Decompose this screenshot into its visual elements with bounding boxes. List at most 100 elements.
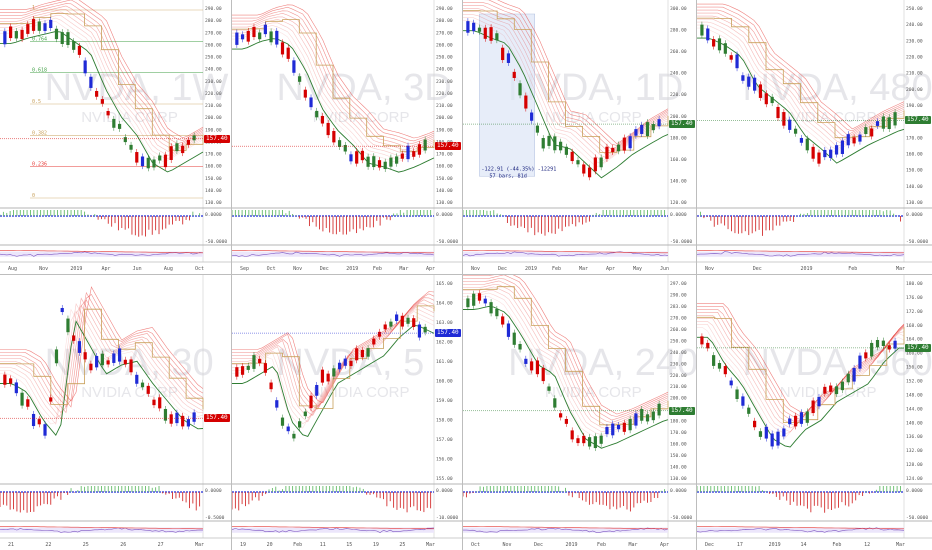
candle-body[interactable] [651,124,655,131]
candle-body[interactable] [123,359,127,365]
candle-body[interactable] [326,122,330,136]
candle-body[interactable] [587,167,592,178]
candle-body[interactable] [616,144,621,152]
candle-body[interactable] [332,131,336,143]
candle-body[interactable] [887,345,891,350]
candle-body[interactable] [37,21,41,31]
candle-body[interactable] [782,428,786,437]
candle-body[interactable] [246,30,250,42]
candle-body[interactable] [605,146,609,159]
candle-body[interactable] [747,407,751,414]
candle-body[interactable] [89,76,93,88]
candle-body[interactable] [706,342,710,349]
candle-body[interactable] [343,144,347,152]
candle-body[interactable] [651,411,655,421]
candle-body[interactable] [881,116,885,129]
candle-body[interactable] [593,436,597,449]
candle-body[interactable] [14,31,18,39]
candle-body[interactable] [870,342,874,357]
candle-body[interactable] [735,389,739,400]
candle-body[interactable] [423,139,427,151]
candle-body[interactable] [524,95,528,109]
candle-body[interactable] [186,139,190,145]
candle-body[interactable] [793,128,798,134]
candle-body[interactable] [246,365,250,370]
candle-body[interactable] [309,395,313,409]
chart-panel-p30[interactable]: NVDA, 30 NVIDIA CORP 21 22 25 26 27 Mar 0.0000 -0… [0,275,231,550]
candle-body[interactable] [417,144,422,155]
candle-body[interactable] [712,39,716,47]
candle-body[interactable] [72,335,76,341]
candle-body[interactable] [175,412,179,424]
candle-body[interactable] [634,129,638,136]
candle-body[interactable] [840,381,844,391]
candle-body[interactable] [817,396,821,407]
candle-body[interactable] [616,424,621,430]
candle-body[interactable] [834,145,839,155]
candle-body[interactable] [477,293,482,301]
chart-panel-p360[interactable]: NVDA, 360 NVIDIA CORP 180.00 176.00 172.00 16… [697,275,932,550]
candle-body[interactable] [706,28,710,41]
candle-body[interactable] [14,382,18,394]
candle-body[interactable] [840,140,844,154]
candle-body[interactable] [66,32,70,46]
chart-panel-p1w[interactable]: NVDA, 1W NVIDIA CORP 290.00 280.00 270.00 260… [0,0,231,274]
candle-body[interactable] [360,349,364,358]
candle-body[interactable] [140,156,145,167]
candle-body[interactable] [100,353,104,366]
candle-body[interactable] [235,367,239,377]
candle-body[interactable] [303,89,307,98]
candle-body[interactable] [366,156,370,167]
candle-body[interactable] [269,382,273,390]
candle-body[interactable] [349,360,353,367]
candle-body[interactable] [349,154,353,162]
candle-body[interactable] [37,419,41,425]
candle-body[interactable] [611,147,615,153]
candle-body[interactable] [292,433,296,439]
candle-body[interactable] [112,118,116,128]
candle-body[interactable] [599,157,603,168]
candle-body[interactable] [723,43,727,54]
candle-body[interactable] [152,159,156,168]
candle-body[interactable] [275,400,279,408]
candle-body[interactable] [20,29,24,40]
candle-body[interactable] [893,340,897,349]
candle-body[interactable] [547,135,551,146]
chart-canvas[interactable]: 21 22 25 26 27 Mar 0.0000 -0.5000 [0,275,231,550]
candle-body[interactable] [169,414,173,424]
candle-body[interactable] [263,24,267,35]
chart-canvas[interactable]: 165.00 164.00 163.00 162.00 161.00 160.00 159.… [232,275,462,550]
candle-body[interactable] [776,431,780,446]
candle-body[interactable] [417,324,422,338]
chart-canvas[interactable]: 180.00 176.00 172.00 168.00 164.00 160.00 156.… [697,275,932,550]
candle-body[interactable] [622,137,626,151]
candle-body[interactable] [72,41,76,50]
candle-body[interactable] [741,396,745,406]
candle-body[interactable] [163,154,168,168]
candle-body[interactable] [20,392,24,406]
candle-body[interactable] [547,386,551,391]
candle-body[interactable] [31,19,36,31]
candle-body[interactable] [377,160,382,168]
candle-body[interactable] [535,360,540,375]
candle-body[interactable] [582,435,586,444]
candle-body[interactable] [559,413,563,418]
candle-body[interactable] [881,340,885,347]
candle-body[interactable] [395,156,399,164]
candle-body[interactable] [582,164,586,174]
candle-body[interactable] [112,353,116,363]
candle-body[interactable] [823,386,827,394]
candle-body[interactable] [875,121,880,126]
candle-body[interactable] [117,123,122,129]
candle-body[interactable] [570,151,574,162]
candle-body[interactable] [564,418,568,424]
candle-body[interactable] [541,367,545,382]
candle-body[interactable] [320,115,325,124]
candle-body[interactable] [811,146,815,159]
candle-body[interactable] [564,146,568,155]
candle-body[interactable] [383,161,387,170]
candle-body[interactable] [135,374,139,384]
candle-body[interactable] [640,124,644,134]
candle-body[interactable] [3,31,7,45]
candle-body[interactable] [472,293,476,306]
